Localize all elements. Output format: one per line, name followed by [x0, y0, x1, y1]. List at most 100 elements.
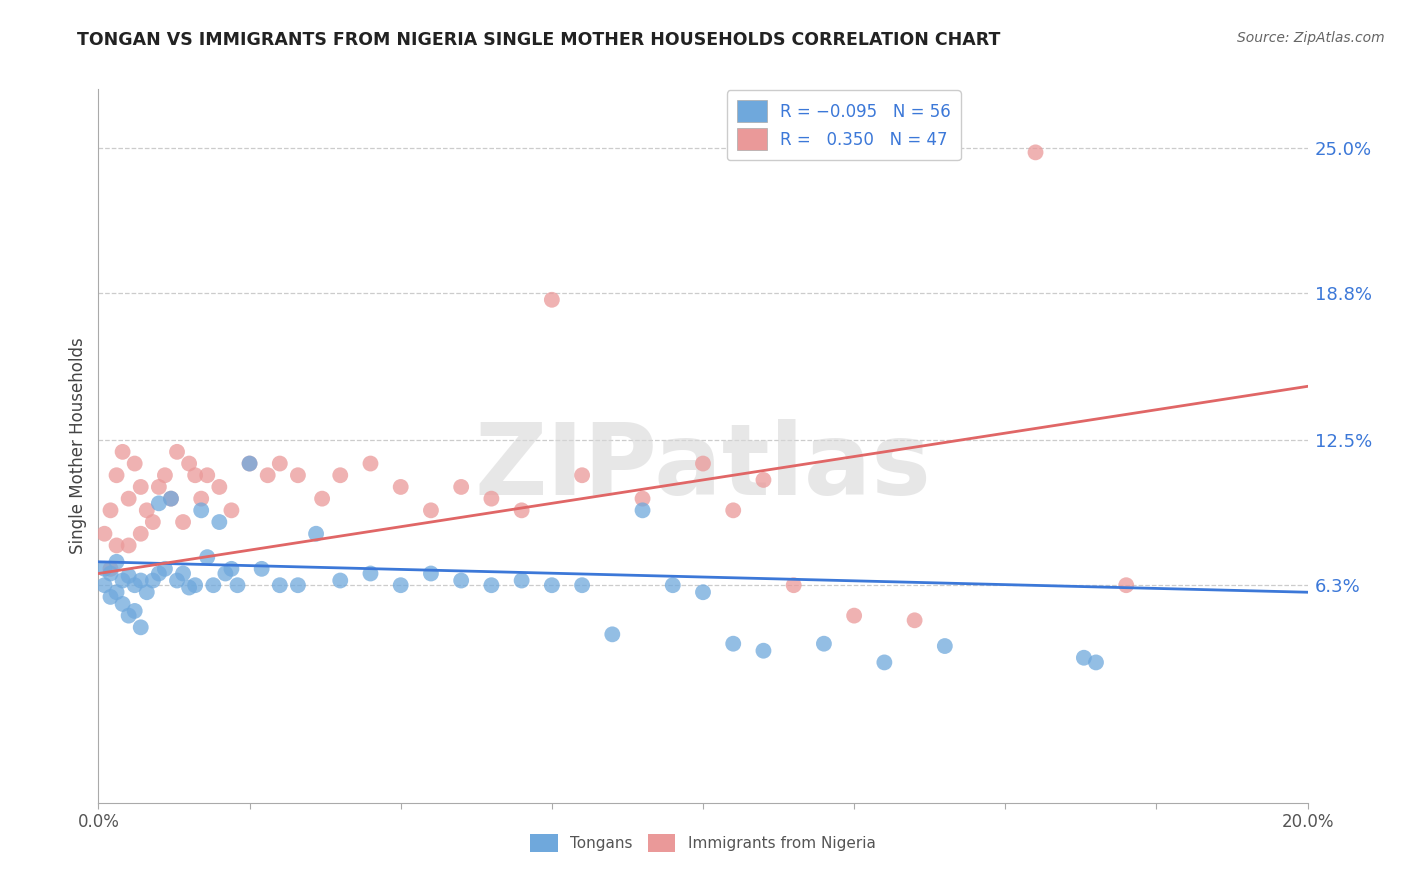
Point [118, 538, 141, 552]
Point [631, 491, 654, 506]
Point [195, 550, 218, 565]
Point [221, 503, 243, 517]
Point [510, 574, 533, 588]
Point [129, 480, 152, 494]
Point [148, 480, 170, 494]
Point [752, 473, 775, 487]
Point [100, 566, 122, 581]
Point [100, 562, 122, 576]
Point [783, 578, 806, 592]
Point [105, 585, 128, 599]
Text: Source: ZipAtlas.com: Source: ZipAtlas.com [1237, 31, 1385, 45]
Point [214, 566, 236, 581]
Point [226, 578, 249, 592]
Point [540, 578, 562, 592]
Point [148, 566, 170, 581]
Legend: Tongans, Immigrants from Nigeria: Tongans, Immigrants from Nigeria [523, 827, 883, 859]
Point [111, 445, 134, 459]
Text: ZIPatlas: ZIPatlas [475, 419, 931, 516]
Point [184, 578, 207, 592]
Point [256, 468, 278, 483]
Point [135, 585, 157, 599]
Point [844, 608, 866, 623]
Point [148, 496, 170, 510]
Point [208, 480, 231, 494]
Point [481, 578, 503, 592]
Point [124, 604, 146, 618]
Point [481, 491, 503, 506]
Point [93, 578, 115, 592]
Point [269, 457, 291, 471]
Text: TONGAN VS IMMIGRANTS FROM NIGERIA SINGLE MOTHER HOUSEHOLDS CORRELATION CHART: TONGAN VS IMMIGRANTS FROM NIGERIA SINGLE… [77, 31, 1001, 49]
Point [389, 480, 412, 494]
Point [540, 293, 562, 307]
Point [160, 491, 183, 506]
Point [329, 468, 352, 483]
Point [934, 639, 956, 653]
Point [179, 457, 201, 471]
Point [904, 613, 927, 627]
Point [420, 566, 443, 581]
Point [105, 468, 128, 483]
Point [153, 562, 176, 576]
Point [142, 515, 165, 529]
Point [153, 468, 176, 483]
Point [111, 574, 134, 588]
Point [195, 468, 218, 483]
Point [752, 644, 775, 658]
Point [129, 526, 152, 541]
Point [160, 491, 183, 506]
Point [142, 574, 165, 588]
Point [118, 491, 141, 506]
Point [602, 627, 624, 641]
Point [100, 590, 122, 604]
Point [311, 491, 333, 506]
Point [305, 526, 328, 541]
Point [172, 566, 194, 581]
Point [172, 515, 194, 529]
Point [93, 526, 115, 541]
Point [105, 538, 128, 552]
Point [1115, 578, 1137, 592]
Point [661, 578, 683, 592]
Point [166, 445, 188, 459]
Point [93, 562, 115, 576]
Point [100, 503, 122, 517]
Point [389, 578, 412, 592]
Point [873, 656, 896, 670]
Point [723, 637, 745, 651]
Point [1085, 656, 1108, 670]
Point [571, 578, 593, 592]
Point [129, 620, 152, 634]
Point [692, 585, 714, 599]
Point [450, 480, 472, 494]
Point [287, 578, 309, 592]
Point [179, 581, 201, 595]
Point [208, 515, 231, 529]
Point [692, 457, 714, 471]
Point [631, 503, 654, 517]
Point [269, 578, 291, 592]
Point [360, 566, 382, 581]
Y-axis label: Single Mother Households: Single Mother Households [69, 338, 87, 554]
Point [124, 578, 146, 592]
Point [287, 468, 309, 483]
Point [190, 503, 212, 517]
Point [360, 457, 382, 471]
Point [118, 608, 141, 623]
Point [1024, 145, 1046, 160]
Point [1073, 650, 1095, 665]
Point [111, 597, 134, 611]
Point [420, 503, 443, 517]
Point [118, 569, 141, 583]
Point [129, 574, 152, 588]
Point [571, 468, 593, 483]
Point [450, 574, 472, 588]
Point [510, 503, 533, 517]
Point [723, 503, 745, 517]
Point [184, 468, 207, 483]
Point [239, 457, 262, 471]
Point [135, 503, 157, 517]
Point [202, 578, 225, 592]
Point [221, 562, 243, 576]
